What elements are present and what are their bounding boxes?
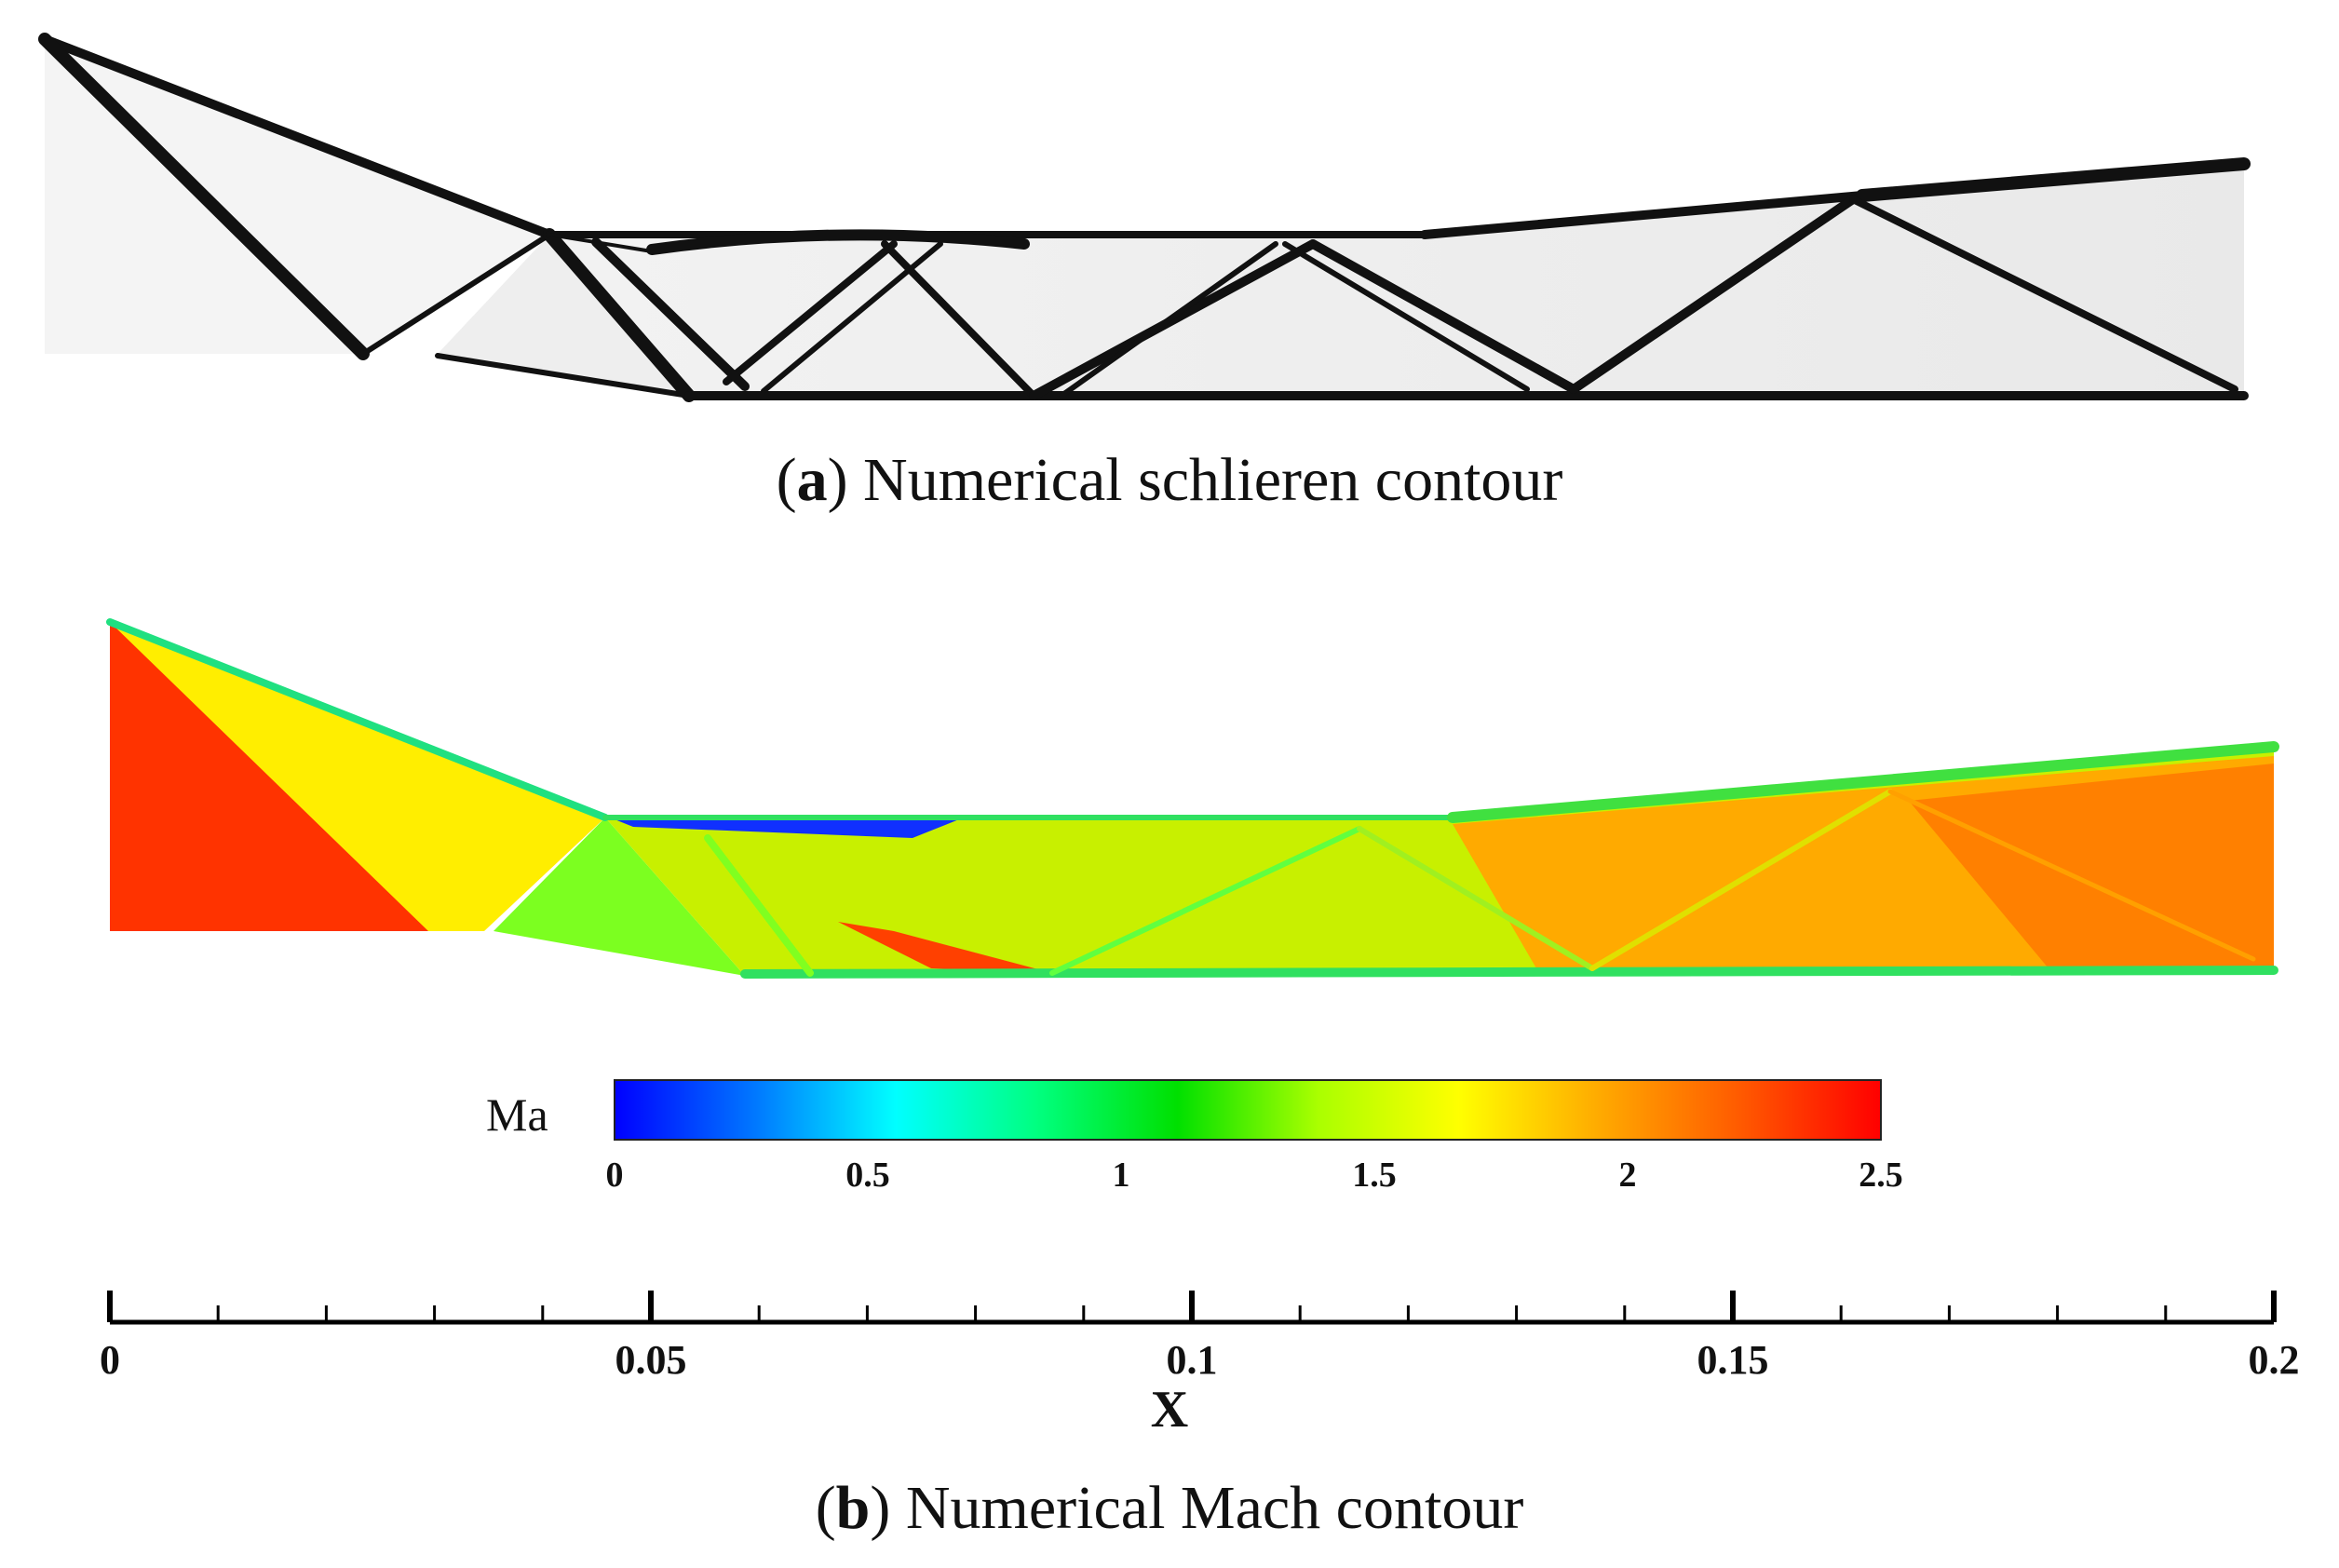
x-axis-tick-label: 0.15 [1697,1337,1769,1383]
colorbar-tick-label: 1 [1112,1156,1130,1195]
mach-field-exit [1909,764,2274,968]
colorbar-tick-label: 0.5 [845,1156,890,1195]
schlieren-field-inlet [45,39,549,354]
colorbar [614,1079,1882,1141]
schlieren-shock-lines [38,33,2251,402]
colorbar-tick-label: 2 [1618,1156,1637,1195]
mach-field-cowl-region [493,818,745,976]
caption-b-text: Numerical Mach contour [905,1474,1524,1542]
x-axis-tick-label: 0 [100,1337,120,1383]
mach-field-separation-bubble [605,816,968,838]
caption-a-tag: a [796,446,828,514]
schlieren-field-isolator [549,162,2244,399]
colorbar-tick-label: 2.5 [1859,1156,1903,1195]
x-axis-title: X [1150,1381,1189,1439]
colorbar-label: Ma [486,1088,548,1141]
mach-field-freestream [110,622,428,931]
caption-a: (a) Numerical schlieren contour [776,446,1563,514]
mach-shock-lines [106,618,2279,979]
colorbar-tick-label: 1.5 [1352,1156,1397,1195]
caption-a-text: Numerical schlieren contour [863,446,1563,514]
x-axis-tick-label: 0.2 [2248,1337,2300,1383]
caption-b-tag: b [835,1474,871,1542]
colorbar-gradient [614,1079,1882,1141]
colorbar-tick-label: 0 [605,1156,624,1195]
caption-b: (b) Numerical Mach contour [815,1474,1524,1542]
x-axis-tick-label: 0.05 [615,1337,687,1383]
mach-field-high-speed-pocket [838,922,1052,973]
x-axis [107,1291,2277,1325]
x-axis-tick-label: 0.1 [1166,1337,1218,1383]
mach-contour [106,618,2279,979]
